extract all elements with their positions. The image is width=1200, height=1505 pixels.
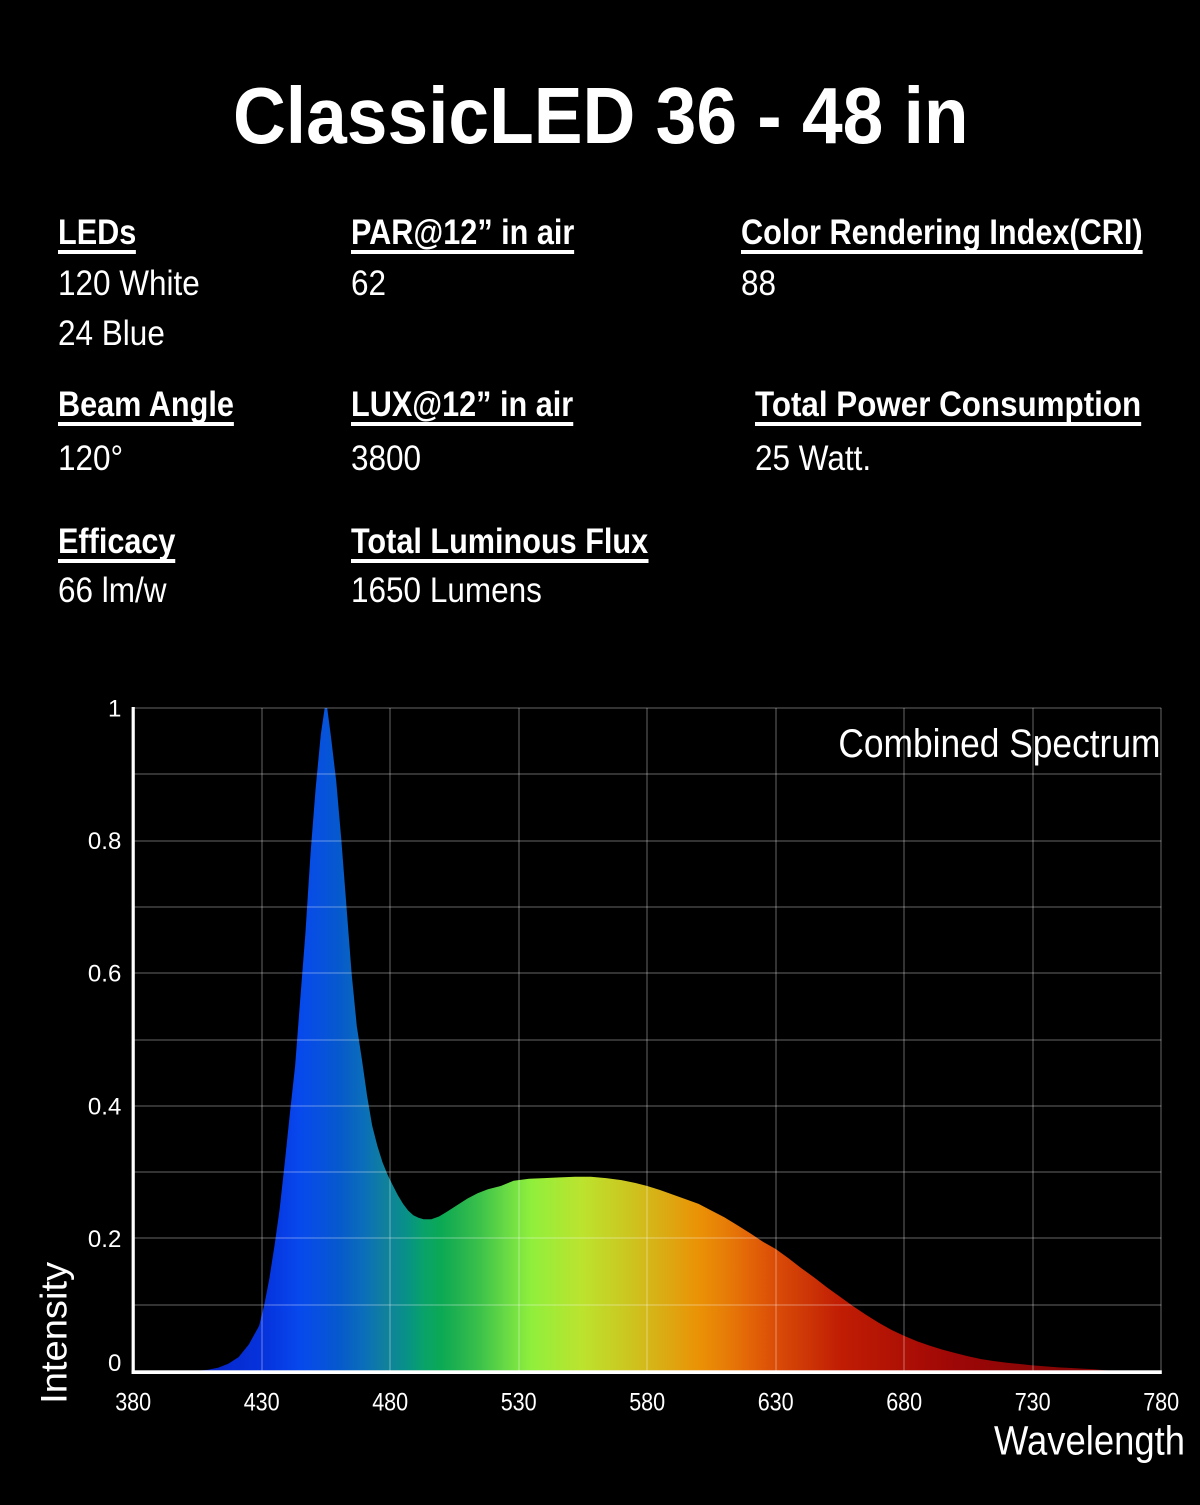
- svg-text:1: 1: [108, 696, 121, 723]
- svg-text:680: 680: [886, 1388, 922, 1416]
- svg-text:0.2: 0.2: [88, 1226, 121, 1253]
- svg-text:380: 380: [115, 1388, 151, 1416]
- svg-text:Intensity: Intensity: [34, 1261, 75, 1404]
- svg-text:Combined Spectrum: Combined Spectrum: [838, 722, 1160, 766]
- svg-text:430: 430: [244, 1388, 280, 1416]
- svg-text:780: 780: [1143, 1388, 1179, 1416]
- svg-text:0.8: 0.8: [88, 828, 121, 855]
- svg-text:730: 730: [1015, 1388, 1051, 1416]
- svg-text:480: 480: [372, 1388, 408, 1416]
- svg-text:0.6: 0.6: [88, 961, 121, 988]
- svg-text:0: 0: [108, 1350, 121, 1377]
- svg-text:Wavelength: Wavelength: [994, 1418, 1185, 1464]
- svg-text:630: 630: [758, 1388, 794, 1416]
- svg-text:0.4: 0.4: [88, 1093, 121, 1120]
- svg-text:530: 530: [501, 1388, 537, 1416]
- svg-text:580: 580: [629, 1388, 665, 1416]
